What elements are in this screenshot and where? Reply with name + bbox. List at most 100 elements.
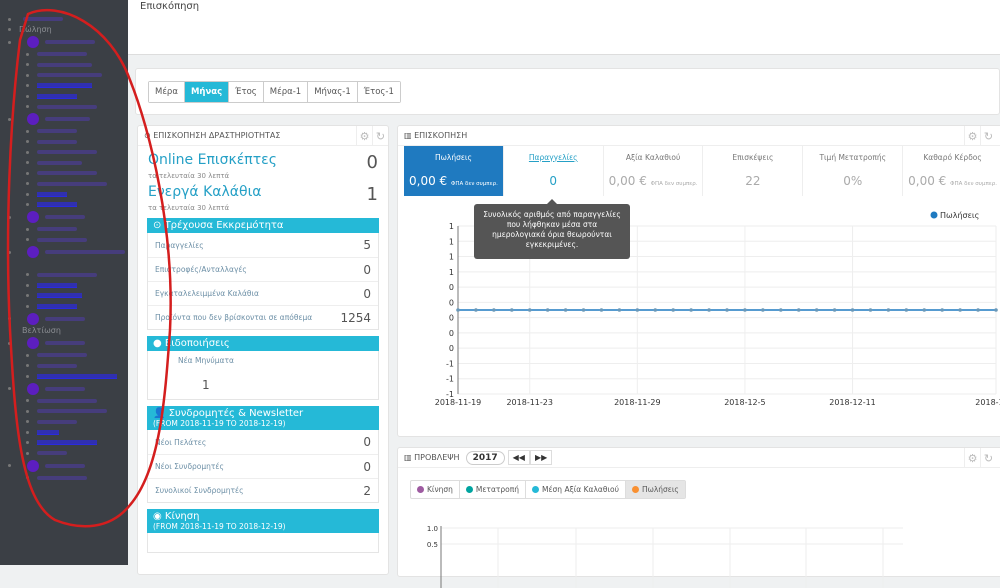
sidebar-item[interactable] — [8, 382, 128, 396]
stat-row[interactable]: Προϊόντα που δεν βρίσκονται σε απόθεμα 12… — [148, 305, 378, 329]
y-tick-label: 1.0 — [427, 525, 438, 533]
kpi-tile[interactable]: Παραγγελίες 0 — [504, 146, 604, 196]
refresh-icon[interactable]: ↻ — [372, 126, 388, 146]
sidebar-item[interactable] — [8, 189, 128, 200]
stat-value: 0 — [363, 435, 371, 449]
series-toggle[interactable]: Μέση Αξία Καλαθιού — [526, 481, 626, 498]
period-button[interactable]: Έτος — [229, 82, 264, 102]
gear-icon[interactable]: ⚙ — [356, 126, 372, 146]
series-toggle[interactable]: Πωλήσεις — [625, 481, 685, 498]
y-tick-label: -1 — [446, 390, 454, 399]
stat-label[interactable]: Εγκαταλελειμμένα Καλάθια — [155, 289, 259, 298]
period-button[interactable]: Μήνας — [184, 82, 230, 102]
stat-value: 2 — [363, 483, 371, 498]
kpi-tile[interactable]: Τιμή Μετατροπής 0% — [803, 146, 904, 196]
kpi-label: Πωλήσεις — [434, 153, 472, 162]
data-point — [510, 308, 514, 312]
stat-label[interactable]: Προϊόντα που δεν βρίσκονται σε απόθεμα — [155, 313, 313, 322]
sidebar-item[interactable] — [8, 102, 128, 113]
menu-icon — [27, 459, 39, 472]
stat-row[interactable]: Συνολικοί Συνδρομητές 2 — [148, 478, 378, 502]
sidebar-item[interactable] — [8, 224, 128, 235]
sidebar-item[interactable] — [8, 280, 128, 291]
sidebar-item[interactable] — [8, 396, 128, 407]
traffic-range: (FROM 2018-11-19 TO 2018-12-19) — [153, 522, 286, 531]
sidebar-item[interactable] — [8, 245, 128, 259]
sidebar-item[interactable] — [8, 210, 128, 224]
sidebar-item[interactable] — [8, 112, 128, 126]
stat-row[interactable]: Νέοι Πελάτες 0 — [148, 430, 378, 454]
sidebar-item[interactable] — [8, 70, 128, 81]
section-label: Βελτίωση — [22, 326, 61, 336]
data-point — [922, 308, 927, 312]
panel-title: ΕΠΙΣΚΟΠΗΣΗ — [414, 131, 468, 140]
sidebar-item[interactable] — [8, 179, 128, 190]
next-year-button[interactable]: ▶▶ — [529, 450, 553, 465]
previous-year-button[interactable]: ◀◀ — [507, 450, 530, 465]
period-button[interactable]: Μέρα-1 — [263, 82, 309, 102]
sidebar-item[interactable] — [8, 81, 128, 92]
sidebar-item[interactable] — [8, 473, 128, 484]
sidebar-item[interactable] — [8, 91, 128, 102]
sidebar-item[interactable] — [8, 361, 128, 372]
gear-icon[interactable]: ⚙ — [964, 126, 980, 146]
series-toggle[interactable]: Κίνηση — [411, 481, 460, 498]
sidebar-item[interactable] — [8, 427, 128, 438]
sidebar-item[interactable] — [8, 312, 128, 326]
gear-icon[interactable]: ⚙ — [964, 448, 980, 468]
period-button[interactable]: Μήνας-1 — [308, 82, 358, 102]
period-button[interactable]: Μέρα — [149, 82, 185, 102]
stat-label[interactable]: Νέοι Πελάτες — [155, 437, 207, 447]
sidebar-item[interactable] — [8, 126, 128, 137]
sidebar-section-sell: Πώληση — [8, 25, 128, 36]
kpi-tile[interactable]: Καθαρό Κέρδος 0,00 € ΦΠΑ δεν συμπερ. — [903, 146, 1000, 196]
sidebar-item[interactable] — [8, 200, 128, 211]
sidebar-item[interactable] — [8, 49, 128, 60]
sidebar-item[interactable] — [8, 406, 128, 417]
sidebar-item[interactable] — [8, 448, 128, 459]
sidebar-item[interactable] — [8, 438, 128, 449]
sidebar-item[interactable] — [8, 291, 128, 302]
stat-label[interactable]: Νέοι Συνδρομητές — [155, 462, 224, 471]
sidebar-item[interactable] — [8, 301, 128, 312]
kpi-tile[interactable]: Επισκέψεις 22 — [703, 146, 804, 196]
sidebar-item[interactable] — [8, 235, 128, 246]
subscribers-list: Νέοι Πελάτες 0 Νέοι Συνδρομητές 0 Συνολικοί … — [147, 430, 379, 503]
sidebar-item[interactable] — [8, 336, 128, 350]
kpi-tile[interactable]: Αξία Καλαθιού 0,00 € ΦΠΑ δεν συμπερ. — [604, 146, 704, 196]
refresh-icon[interactable]: ↻ — [980, 448, 996, 468]
sidebar-item[interactable] — [8, 270, 128, 281]
sidebar-item[interactable] — [8, 158, 128, 169]
sidebar-item[interactable] — [8, 35, 128, 49]
refresh-icon[interactable]: ↻ — [980, 126, 996, 146]
stat-label[interactable]: Επιστροφές/Ανταλλαγές — [155, 265, 247, 274]
page-header: Επισκόπηση — [128, 0, 1000, 55]
period-button[interactable]: Έτος-1 — [357, 82, 400, 102]
sidebar-item[interactable] — [8, 459, 128, 473]
sidebar-item[interactable] — [8, 147, 128, 158]
new-messages-label[interactable]: Νέα Μηνύματα — [178, 356, 234, 365]
stat-row[interactable]: Επιστροφές/Ανταλλαγές 0 — [148, 257, 378, 281]
series-toggle[interactable]: Μετατροπή — [460, 481, 527, 498]
panel-title: ΕΠΙΣΚΟΠΗΣΗ ΔΡΑΣΤΗΡΙΟΤΗΤΑΣ — [153, 131, 281, 140]
kpi-note: ΦΠΑ δεν συμπερ. — [950, 181, 997, 187]
sidebar-item[interactable] — [8, 417, 128, 428]
year-selector[interactable]: 2017 — [465, 450, 505, 465]
legend-dot — [930, 211, 938, 219]
sidebar-item[interactable] — [8, 14, 128, 25]
kpi-tile[interactable]: Πωλήσεις 0,00 € ΦΠΑ δεν συμπερ. — [404, 146, 504, 196]
sidebar-item[interactable] — [8, 371, 128, 382]
y-tick-label: -1 — [446, 359, 454, 368]
sidebar-item[interactable] — [8, 60, 128, 71]
stat-row[interactable]: Παραγγελίες 5 — [148, 233, 378, 257]
stat-row[interactable]: Νέοι Συνδρομητές 0 — [148, 454, 378, 478]
online-visitors-label: Online Επισκέπτες — [148, 152, 277, 168]
sidebar-item[interactable] — [8, 350, 128, 361]
stat-label[interactable]: Παραγγελίες — [155, 240, 204, 250]
stat-label[interactable]: Συνολικοί Συνδρομητές — [155, 486, 244, 495]
active-carts-sub: τα τελευταία 30 λεπτά — [148, 204, 230, 212]
sidebar-item[interactable] — [8, 259, 128, 270]
stat-row[interactable]: Εγκαταλελειμμένα Καλάθια 0 — [148, 281, 378, 305]
sidebar-item[interactable] — [8, 168, 128, 179]
sidebar-item[interactable] — [8, 137, 128, 148]
